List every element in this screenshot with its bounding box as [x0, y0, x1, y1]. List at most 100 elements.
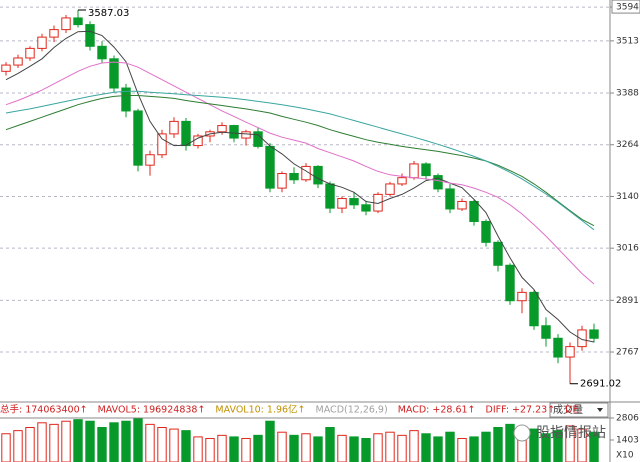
volume-bar: [217, 434, 227, 462]
indicator-text: 总手: 174063400↑: [0, 404, 88, 416]
volume-bar: [205, 437, 215, 462]
y-tick-label: 3388: [616, 89, 639, 99]
volume-bar: [313, 436, 323, 462]
moving-average-line: [5, 61, 595, 285]
tick-box: [611, 0, 640, 14]
candle-body: [133, 110, 143, 166]
candle-body: [361, 204, 371, 212]
candle-body: [49, 29, 59, 38]
volume-bar: [277, 431, 287, 462]
volume-bar: [241, 437, 251, 462]
candle-body: [445, 188, 455, 210]
volume-bar: [253, 434, 263, 462]
candle-body: [1, 64, 11, 72]
watermark-icon: [513, 424, 531, 442]
candle-body: [289, 173, 299, 181]
volume-bar: [85, 420, 95, 462]
volume-bar: [493, 427, 503, 462]
volume-bar: [505, 423, 515, 462]
candle-body: [241, 131, 251, 139]
volume-bar: [145, 423, 155, 462]
candle-body: [349, 198, 359, 206]
volume-bar: [109, 422, 119, 462]
volume-bar: [121, 420, 131, 462]
volume-bar: [1, 433, 11, 462]
candle-body: [277, 173, 287, 189]
candle-body: [253, 131, 263, 147]
volume-bar: [481, 431, 491, 462]
candle-body: [109, 58, 119, 89]
y-tick-label: 3513: [616, 36, 639, 46]
volume-tick-label: 1403: [616, 436, 639, 446]
candle-body: [457, 200, 467, 210]
volume-bar: [49, 423, 59, 462]
watermark-text: 股指情报站: [536, 425, 606, 441]
candle-body: [589, 329, 599, 339]
candle-body: [85, 24, 95, 47]
volume-bar: [421, 433, 431, 462]
candle-body: [157, 133, 167, 156]
candle-body: [409, 163, 419, 179]
candle-body: [541, 325, 551, 339]
indicator-text: MACD(12,26,9): [316, 405, 388, 416]
candle-body: [565, 346, 575, 358]
candle-body: [397, 177, 407, 185]
volume-bar: [169, 428, 179, 462]
candle-body: [265, 145, 275, 189]
y-tick-label: 2767: [616, 348, 639, 358]
candle-body: [481, 220, 491, 243]
indicator-text: DIFF: +27.23↑: [486, 405, 556, 416]
candle-body: [325, 183, 335, 209]
volume-bar: [469, 436, 479, 462]
candle-body: [553, 337, 563, 358]
volume-bar: [337, 434, 347, 462]
volume-bar: [361, 437, 371, 462]
moving-average-line: [5, 90, 595, 231]
indicator-text: DE.: [565, 405, 581, 416]
volume-bar: [289, 434, 299, 462]
candle-body: [577, 329, 587, 348]
selector-label[interactable]: 成交量: [553, 403, 583, 416]
high-annotation: 3587.03: [88, 8, 129, 19]
volume-bar: [445, 431, 455, 462]
dropdown-arrow[interactable]: [597, 408, 603, 412]
volume-bar: [409, 430, 419, 462]
candle-body: [145, 154, 155, 166]
volume-bar: [373, 433, 383, 462]
volume-bar: [397, 434, 407, 462]
candle-body: [97, 45, 107, 60]
candle-body: [421, 163, 431, 177]
volume-bar: [181, 430, 191, 462]
candle-body: [517, 291, 527, 302]
moving-average-line: [5, 30, 595, 343]
candle-body: [505, 264, 515, 302]
volume-bar: [37, 422, 47, 462]
volume-bar: [157, 427, 167, 462]
volume-bar: [133, 418, 143, 462]
candle-body: [529, 291, 539, 327]
candle-body: [229, 125, 239, 139]
volume-bar: [193, 436, 203, 462]
indicator-selector[interactable]: [549, 402, 609, 418]
candle-body: [25, 47, 35, 59]
volume-bar: [229, 436, 239, 462]
volume-bar: [73, 419, 83, 462]
volume-bar: [301, 433, 311, 462]
candle-body: [217, 125, 227, 133]
low-annotation: 2691.02: [580, 379, 621, 390]
volume-bar: [61, 420, 71, 462]
candle-body: [493, 241, 503, 266]
volume-bar: [25, 427, 35, 462]
y-tick-label: 2891: [616, 296, 639, 306]
y-tick-label: 3264: [616, 140, 639, 150]
indicator-text: MAVOL10: 1.96亿↑: [215, 404, 305, 416]
volume-bar: [349, 436, 359, 462]
volume-bar: [325, 427, 335, 462]
volume-bar: [13, 430, 23, 462]
candle-body: [61, 17, 71, 31]
candle-body: [385, 183, 395, 195]
candle-body: [337, 198, 347, 209]
candle-body: [433, 175, 443, 190]
